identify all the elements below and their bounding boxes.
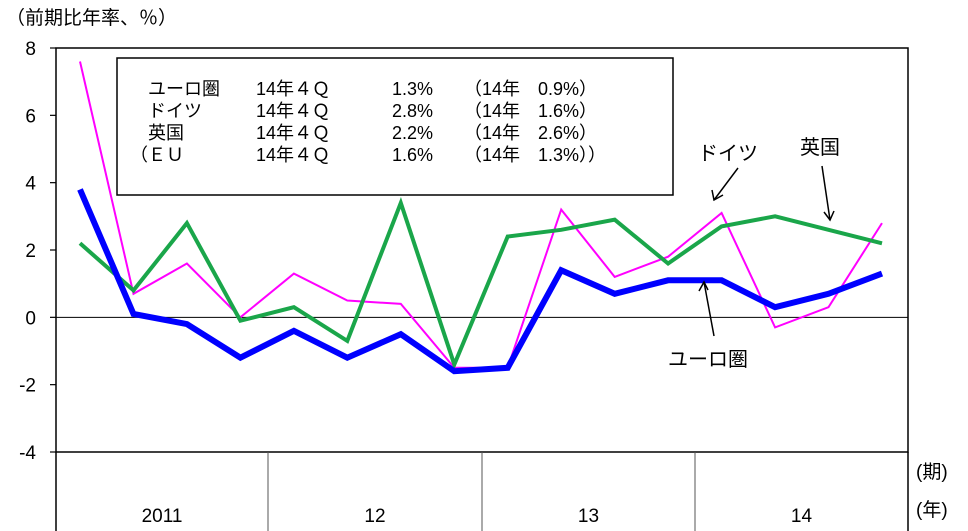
year-label: 14 — [791, 506, 813, 527]
legend-quarter: 14年４Ｑ — [256, 145, 330, 165]
y-tick-label: 2 — [25, 241, 36, 262]
legend-annual: （14年 1.3%）） — [464, 145, 606, 165]
legend-annual: （14年 1.6%） — [464, 101, 597, 121]
series-line-2 — [78, 196, 883, 371]
legend-annual: （14年 0.9%） — [464, 79, 597, 99]
legend-name: ドイツ — [148, 101, 202, 121]
legend: ユーロ圏 14年４Ｑ 1.3% （14年 0.9%） ドイツ 14年４Ｑ 2.8% （14年 … — [130, 79, 606, 165]
annotation-eurozone: ユーロ圏 — [668, 280, 748, 371]
series-line-0 — [77, 188, 884, 375]
y-tick-label: 6 — [25, 106, 36, 127]
annotation-eurozone-arrowhead — [698, 280, 709, 292]
category-axis: 2011 12 13 14 — [55, 452, 909, 531]
annotation-uk-arrowhead — [823, 210, 835, 222]
annotation-germany: ドイツ — [698, 143, 758, 202]
legend-name: （ＥＵ — [130, 145, 184, 165]
legend-annual: （14年 2.6%） — [464, 123, 597, 143]
y-tick-label: -4 — [19, 443, 36, 464]
year-label: 12 — [364, 506, 385, 527]
annotation-uk-label: 英国 — [800, 136, 840, 159]
legend-q-value: 1.6% — [392, 145, 433, 165]
legend-box — [116, 57, 674, 196]
annotation-germany-arrowhead — [711, 189, 724, 202]
y-tick-label: 4 — [25, 174, 36, 195]
annotation-uk: 英国 — [800, 136, 840, 222]
annotation-eurozone-arrow — [703, 281, 715, 337]
legend-quarter: 14年４Ｑ — [256, 123, 330, 143]
annotation-germany-label: ドイツ — [698, 143, 758, 165]
annotation-eurozone-label: ユーロ圏 — [668, 349, 748, 371]
year-label: 13 — [578, 506, 599, 527]
y-tick-label: 0 — [25, 308, 36, 329]
y-axis-labels: 8 6 4 2 0 -2 -4 — [19, 39, 36, 464]
legend-quarter: 14年４Ｑ — [256, 79, 330, 99]
legend-name: 英国 — [148, 123, 184, 143]
y-tick-label: 8 — [25, 39, 36, 60]
y-unit-label: （前期比年率、％） — [6, 7, 177, 29]
year-label: 2011 — [142, 506, 183, 527]
legend-quarter: 14年４Ｑ — [256, 101, 330, 121]
legend-q-value: 1.3% — [392, 79, 433, 99]
annotation-germany-arrow — [713, 167, 739, 201]
annotation-uk-arrow — [821, 165, 831, 221]
x-year-label: (年) — [916, 499, 948, 521]
y-axis-ticks — [50, 47, 56, 453]
x-period-label: (期) — [916, 461, 948, 483]
legend-name: ユーロ圏 — [148, 79, 220, 99]
y-tick-label: -2 — [19, 376, 36, 397]
legend-q-value: 2.8% — [392, 101, 433, 121]
legend-q-value: 2.2% — [392, 123, 433, 143]
series-lines — [77, 61, 884, 375]
